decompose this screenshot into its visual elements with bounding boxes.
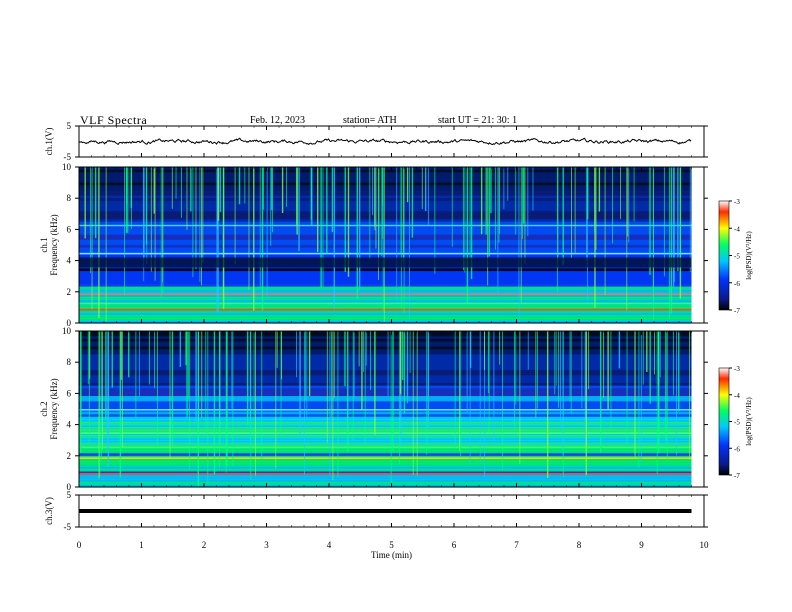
colorbar-tick-label: -7 (734, 472, 740, 480)
x-tick-label: 10 (700, 540, 710, 550)
colorbar-tick-label: -6 (734, 280, 740, 288)
x-tick-label: 6 (452, 540, 457, 550)
date-label: Feb. 12, 2023 (250, 115, 305, 126)
y-axis-label: ch.3(V) (44, 497, 54, 525)
ch2-spectrogram-image (79, 331, 704, 488)
colorbar-tick-label: -4 (734, 225, 740, 233)
x-tick-label: 2 (202, 540, 207, 550)
x-tick-label: 9 (639, 540, 644, 550)
y-axis-label: ch.1(V) (44, 128, 54, 156)
x-tick-label: 4 (327, 540, 332, 550)
y-tick-label: 2 (67, 451, 72, 461)
y-tick-label: 0 (67, 318, 72, 328)
y-axis-label: Frequency (kHz) (49, 378, 59, 439)
ch1-spectrogram-image (79, 167, 704, 324)
colorbar-tick-label: -7 (734, 307, 740, 315)
colorbar-tick-label: -6 (734, 445, 740, 453)
x-tick-label: 1 (139, 540, 144, 550)
x-tick-label: 8 (577, 540, 582, 550)
y-axis-label: Frequency (kHz) (49, 214, 59, 275)
colorbar-tick-label: -3 (734, 365, 740, 373)
y-tick-label: 8 (67, 193, 72, 203)
colorbar-1 (718, 200, 730, 311)
y-tick-label: 5 (67, 121, 72, 131)
x-tick-label: 3 (264, 540, 269, 550)
colorbar-2 (718, 367, 730, 476)
colorbar-tick-label: -3 (734, 198, 740, 206)
y-axis-label: ch.1 (39, 237, 49, 252)
x-axis-label: Time (min) (371, 550, 412, 560)
colorbar-tick-label: -5 (734, 253, 740, 261)
y-tick-label: 10 (62, 326, 72, 336)
y-tick-label: -5 (64, 152, 72, 162)
colorbar-label: log(PSD)(V²/Hz) (745, 231, 753, 280)
colorbar-tick-label: -4 (734, 392, 740, 400)
y-tick-label: 0 (67, 482, 72, 492)
y-tick-label: 4 (67, 420, 72, 430)
x-tick-label: 0 (77, 540, 82, 550)
y-tick-label: 4 (67, 256, 72, 266)
colorbar-label: log(PSD)(V²/Hz) (745, 397, 753, 446)
x-tick-label: 7 (514, 540, 519, 550)
start-time-label: start UT = 21: 30: 1 (438, 115, 518, 126)
figure-title: VLF Spectra (80, 113, 148, 127)
y-tick-label: 5 (67, 490, 72, 500)
ch1-trace (78, 137, 692, 146)
y-tick-label: 8 (67, 357, 72, 367)
y-tick-label: 2 (67, 287, 72, 297)
colorbar-tick-label: -5 (734, 419, 740, 427)
y-axis-label: ch.2 (39, 401, 49, 416)
y-tick-label: 6 (67, 224, 72, 234)
y-tick-label: 10 (62, 162, 72, 172)
y-tick-label: 6 (67, 388, 72, 398)
x-tick-label: 5 (389, 540, 394, 550)
y-tick-label: -5 (64, 522, 72, 532)
station-label: station= ATH (343, 115, 397, 126)
